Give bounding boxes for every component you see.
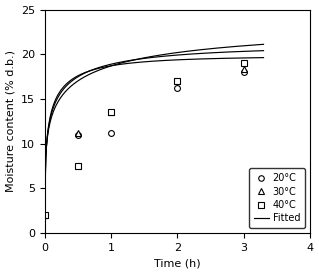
Legend: 20°C, 30°C, 40°C, Fitted: 20°C, 30°C, 40°C, Fitted [249,169,305,228]
X-axis label: Time (h): Time (h) [154,258,201,269]
Y-axis label: Moisture content (% d.b.): Moisture content (% d.b.) [5,50,16,192]
